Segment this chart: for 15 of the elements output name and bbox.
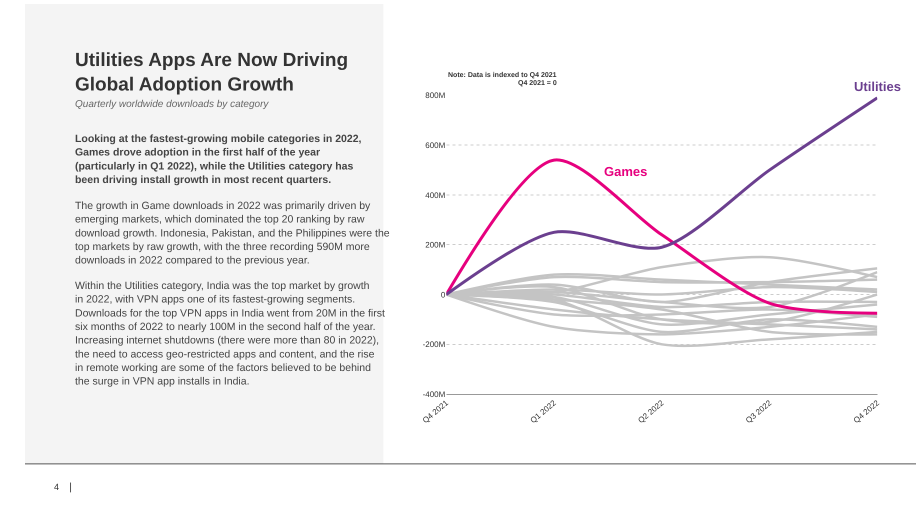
text: Looking at the fastest-growing mobile categories in 2022, Games drove adoption in the first half of the year (particularly in Q1 2022), while the Utilities category has been driving install growth in most recent quarters. (75, 133, 362, 186)
y-tick-label: 0 (440, 290, 446, 300)
series-label: Games (604, 164, 648, 179)
text: The growth in Game downloads in 2022 was primarily driven by emerging markets, which dominated the top 20 ranking by raw download growth. Indonesia, Pakistan, and the Philippines were the top markets by raw growth, with the three recording 590M more downloads in 2022 compared to the previous year. (75, 200, 390, 267)
text: 4 (54, 482, 60, 492)
text: Quarterly worldwide downloads by category (75, 99, 270, 110)
y-tick-label: -400M (422, 390, 446, 399)
text: Within the Utilities category, India was the top market by growth in 2022, with VPN apps one of its fastest-growing segments. Downloads for the top VPN apps in India went from 20M in the first six months of 2022 to nearly 100M in the second half of the year. Increasing internet shutdowns (there were more than 80 in 2022), the need to access geo-restricted apps and content, and the rise in remote working are some of the factors believed to be behind the surge in VPN app installs in India. (75, 280, 385, 388)
y-tick-label: -200M (422, 340, 446, 350)
y-tick-label: 800M (425, 91, 446, 100)
text: Utilities Apps Are Now Driving Global Adoption Growth (75, 50, 348, 96)
series-label: Utilities (854, 79, 901, 94)
y-tick-label: 400M (425, 190, 446, 200)
y-tick-label: 200M (425, 240, 446, 250)
y-tick-label: 600M (425, 140, 446, 150)
